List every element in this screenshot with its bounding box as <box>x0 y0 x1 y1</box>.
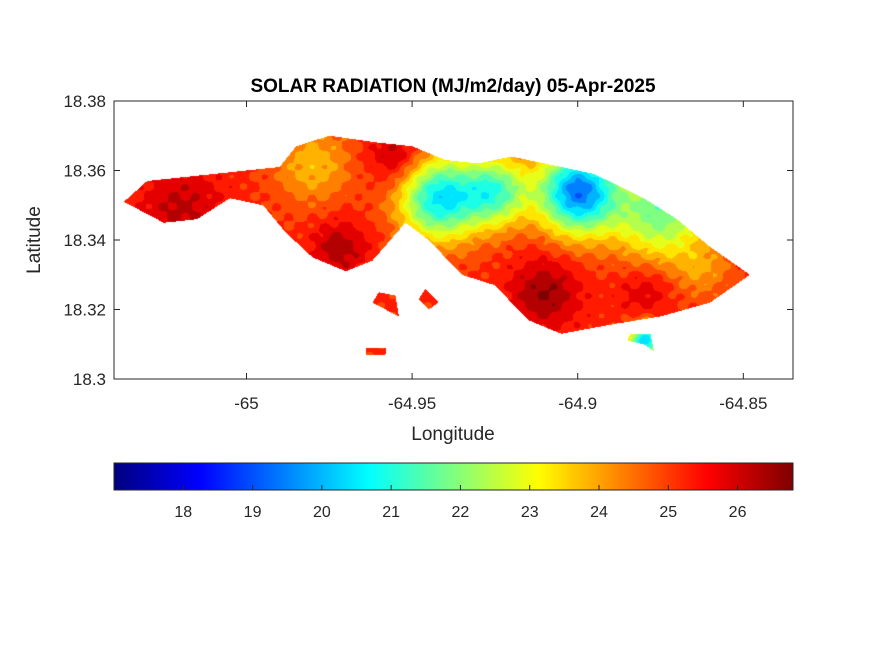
colorbar-tick-label: 24 <box>590 504 608 521</box>
x-tick-label: -65 <box>234 394 259 413</box>
colorbar-tick-label: 23 <box>521 504 539 521</box>
y-tick-label: 18.3 <box>73 370 106 389</box>
colorbar-ticks: 18 19 20 21 22 23 24 25 26 <box>174 485 747 521</box>
y-tick-label: 18.34 <box>63 231 106 250</box>
x-tick-label: -64.9 <box>558 394 597 413</box>
x-axis-ticks: -65 -64.95 -64.9 -64.85 <box>234 101 767 413</box>
x-tick-label: -64.85 <box>719 394 767 413</box>
y-axis-label: Latitude <box>24 206 45 274</box>
x-tick-label: -64.95 <box>388 394 436 413</box>
colorbar-gradient <box>114 463 793 490</box>
colorbar-tick-label: 18 <box>174 504 192 521</box>
colorbar-tick-label: 21 <box>382 504 400 521</box>
y-tick-label: 18.38 <box>63 92 106 111</box>
colorbar-frame <box>113 462 794 491</box>
radiation-heatmap <box>114 101 793 379</box>
y-axis-ticks: 18.3 18.32 18.34 18.36 18.38 <box>63 92 793 389</box>
colorbar-tick-label: 25 <box>659 504 677 521</box>
colorbar-tick-label: 20 <box>313 504 331 521</box>
colorbar-tick-label: 19 <box>244 504 262 521</box>
map-title: SOLAR RADIATION (MJ/m2/day) 05-Apr-2025 <box>250 76 655 97</box>
y-tick-label: 18.36 <box>63 162 106 181</box>
radiation-field <box>114 101 793 379</box>
colorbar-tick-label: 22 <box>452 504 470 521</box>
colorbar-tick-label: 26 <box>729 504 747 521</box>
y-tick-label: 18.32 <box>63 301 106 320</box>
x-axis-label: Longitude <box>411 424 494 445</box>
